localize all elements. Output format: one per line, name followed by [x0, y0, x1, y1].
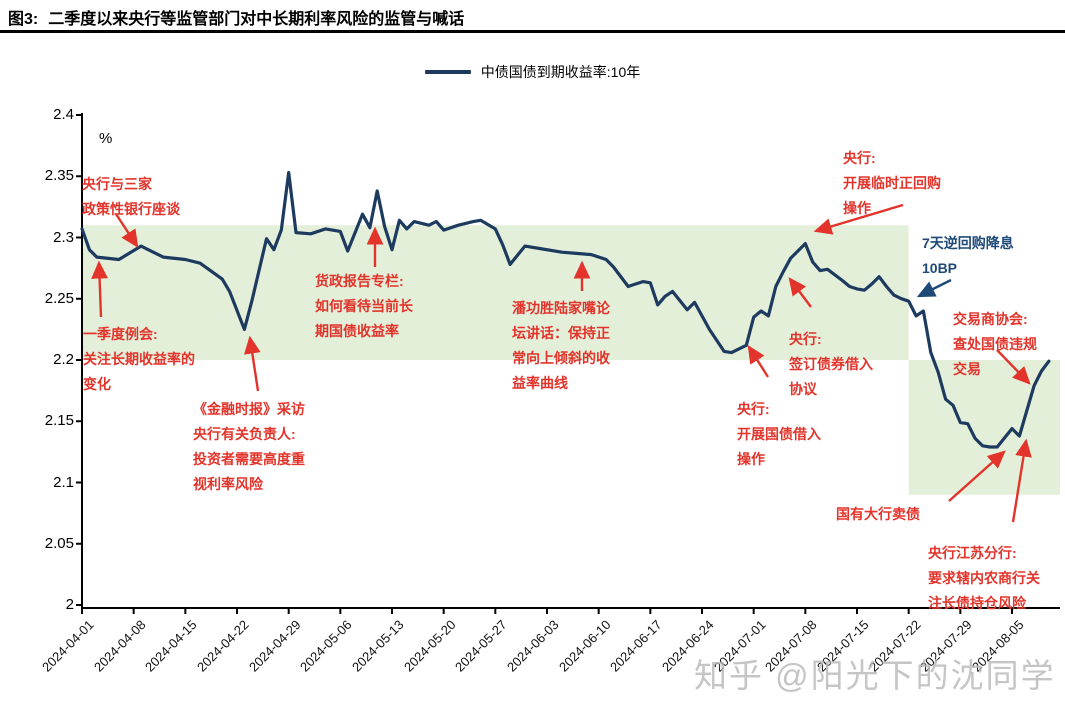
annotation-line: 常向上倾斜的收 [512, 350, 610, 366]
figure-title: 图3: 二季度以来央行等监管部门对中长期利率风险的监管与喊话 [8, 5, 464, 29]
annotation-line: 签订债券借入 [789, 356, 873, 372]
annotation-line: 要求辖内农商行关 [928, 570, 1040, 586]
annotation-line: 央行: [789, 331, 822, 347]
arrow-financial-times [244, 335, 261, 392]
annotation-line: 货政报告专栏: [315, 273, 404, 289]
annotation-omo-rate-cut: 7天逆回购降息 10BP [922, 231, 1014, 281]
annotation-line: 注长债持仓风险 [928, 595, 1026, 611]
arrow-big-banks-selling [948, 450, 1006, 502]
arrow-pboc-policy-bank-meeting [114, 213, 139, 249]
annotation-line: 交易商协会: [953, 311, 1028, 327]
legend-series-label: 中债国债到期收益率:10年 [480, 64, 641, 80]
annotation-line: 10BP [922, 260, 958, 276]
figure-number: 图3: [8, 11, 39, 28]
annotation-bond-borrow-agreement: 央行: 签订债券借入 协议 [789, 327, 873, 402]
annotation-line: 7天逆回购降息 [922, 235, 1014, 251]
annotation-line: 潘功胜陆家嘴论 [512, 300, 610, 316]
annotation-line: 如何看待当前长 [315, 298, 413, 314]
highlight-band [82, 225, 909, 360]
annotation-line: 交易 [953, 361, 981, 377]
annotation-q1-mpc-meeting: 一季度例会: 关注长期收益率的 变化 [83, 322, 195, 397]
annotation-nafmii: 交易商协会: 查处国债违规 交易 [953, 307, 1037, 382]
yield-line-series [80, 171, 1051, 449]
arrow-temp-repo [813, 203, 904, 235]
annotation-line: 协议 [789, 381, 817, 397]
annotation-line: 开展国债借入 [737, 426, 821, 442]
annotation-line: 期国债收益率 [315, 323, 399, 339]
annotation-line: 变化 [83, 376, 111, 392]
annotation-line: 一季度例会: [83, 326, 158, 342]
annotation-arrows [91, 203, 1032, 523]
annotation-pboc-policy-bank-meeting: 央行与三家 政策性银行座谈 [82, 172, 180, 222]
arrow-nafmii [996, 349, 1031, 385]
annotation-line: 操作 [843, 200, 871, 216]
chart-legend: 中债国债到期收益率:10年 [0, 62, 1065, 82]
annotation-line: 国有大行卖债 [836, 506, 920, 522]
annotation-line: 开展临时正回购 [843, 175, 941, 191]
annotation-temp-repo: 央行: 开展临时正回购 操作 [843, 146, 941, 221]
annotation-line: 央行: [843, 150, 876, 166]
annotation-line: 政策性银行座谈 [82, 201, 180, 217]
arrow-bond-borrow-operation [747, 344, 770, 378]
arrow-q1-mpc-meeting [91, 260, 108, 318]
annotation-line: 查处国债违规 [953, 336, 1037, 352]
highlight-bands [82, 225, 1060, 495]
annotation-mpr-column: 货政报告专栏: 如何看待当前长 期国债收益率 [315, 269, 413, 344]
arrow-jiangsu-branch [1011, 438, 1032, 523]
arrow-omo-rate-cut [916, 278, 952, 298]
annotation-pan-speech: 潘功胜陆家嘴论 坛讲话：保持正 常向上倾斜的收 益率曲线 [512, 296, 610, 396]
annotation-line: 坛讲话：保持正 [512, 325, 610, 341]
annotation-line: 益率曲线 [512, 375, 568, 391]
annotation-line: 央行有关负责人: [193, 426, 296, 442]
annotation-line: 关注长期收益率的 [83, 351, 195, 367]
axes [76, 113, 1060, 614]
annotation-line: 投资者需要高度重 [193, 451, 305, 467]
annotation-line: 视利率风险 [193, 476, 263, 492]
annotation-line: 央行与三家 [82, 176, 152, 192]
legend-line-swatch [424, 70, 471, 74]
title-divider [0, 30, 1065, 33]
annotation-bond-borrow-operation: 央行: 开展国债借入 操作 [737, 397, 821, 472]
annotation-line: 央行江苏分行: [928, 545, 1017, 561]
annotation-line: 央行: [737, 401, 770, 417]
figure-title-text: 二季度以来央行等监管部门对中长期利率风险的监管与喊话 [48, 11, 465, 28]
arrow-bond-borrow-agreement [788, 277, 812, 308]
annotation-line: 操作 [737, 451, 765, 467]
annotation-line: 《金融时报》采访 [193, 401, 305, 417]
annotation-financial-times: 《金融时报》采访 央行有关负责人: 投资者需要高度重 视利率风险 [193, 397, 305, 497]
watermark: 知乎 @阳光下的沈同学 [694, 657, 1056, 694]
annotation-big-banks-selling: 国有大行卖债 [836, 502, 920, 527]
annotation-jiangsu-branch: 央行江苏分行: 要求辖内农商行关 注长债持仓风险 [928, 541, 1040, 616]
